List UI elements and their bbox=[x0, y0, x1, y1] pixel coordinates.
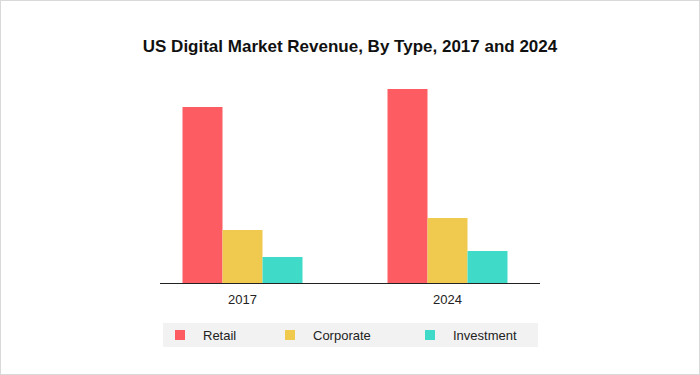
bar bbox=[223, 230, 263, 283]
bar bbox=[263, 257, 303, 283]
bar bbox=[183, 107, 223, 283]
legend-label: Corporate bbox=[313, 328, 371, 343]
bar bbox=[428, 218, 468, 283]
x-tick-label: 2024 bbox=[433, 292, 462, 307]
legend-label: Retail bbox=[203, 328, 236, 343]
legend-label: Investment bbox=[453, 328, 517, 343]
title: US Digital Market Revenue, By Type, 2017… bbox=[143, 37, 558, 56]
legend-swatch bbox=[285, 330, 295, 340]
legend-swatch bbox=[425, 330, 435, 340]
x-axis bbox=[160, 283, 540, 284]
legend-box bbox=[163, 323, 538, 347]
background bbox=[1, 1, 700, 375]
legend-swatch bbox=[175, 330, 185, 340]
bar bbox=[468, 251, 508, 283]
bar bbox=[388, 89, 428, 283]
bars bbox=[183, 89, 508, 283]
chart: US Digital Market Revenue, By Type, 2017… bbox=[0, 0, 700, 375]
x-tick-label: 2017 bbox=[228, 292, 257, 307]
